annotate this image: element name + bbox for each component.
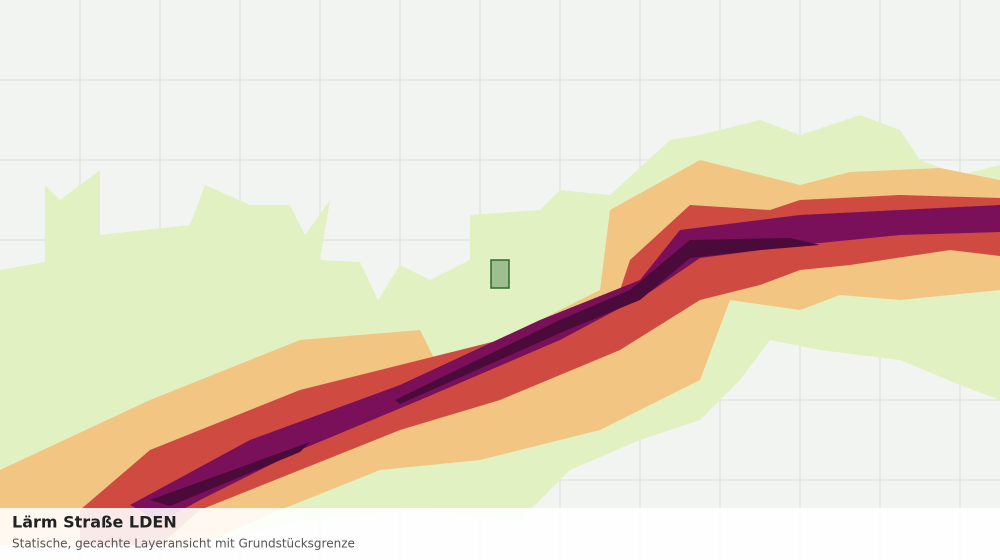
- caption-title: Lärm Straße LDEN: [12, 513, 177, 532]
- noise-zone-extreme: [150, 442, 310, 506]
- caption-panel: [0, 508, 1000, 560]
- caption-subtitle: Statische, gecachte Layeransicht mit Gru…: [12, 537, 355, 551]
- noise-zone-high: [80, 195, 1000, 545]
- parcel-boundary[interactable]: [490, 259, 510, 289]
- noise-zone-very-high: [130, 205, 1000, 522]
